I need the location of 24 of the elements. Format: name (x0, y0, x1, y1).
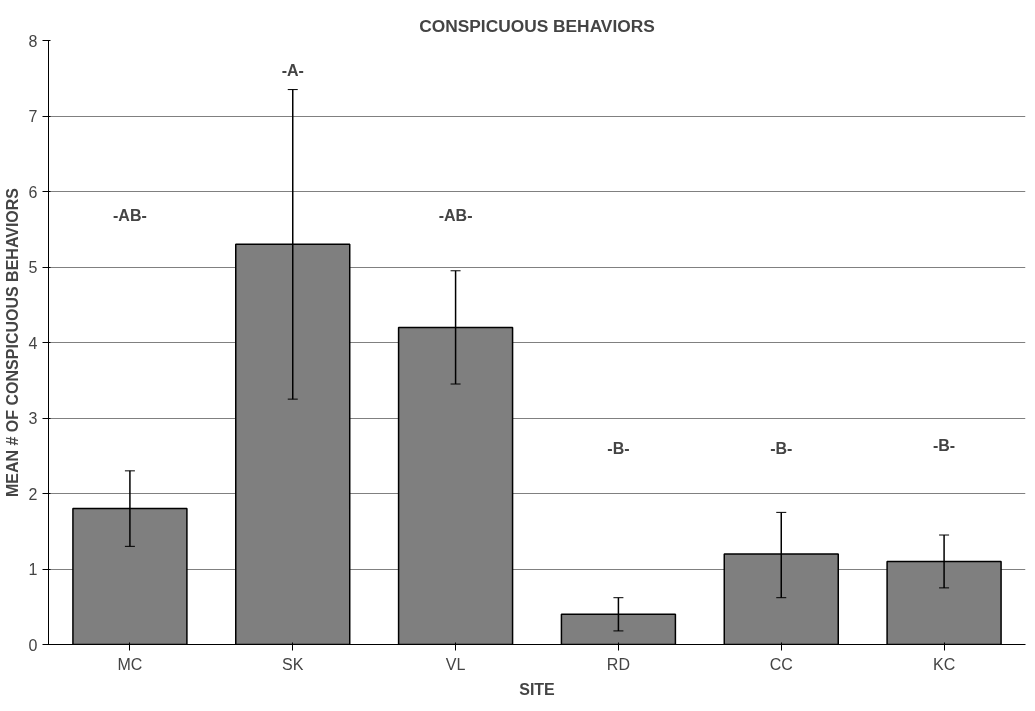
y-tick-label: 8 (28, 32, 38, 50)
x-tick-label: SK (282, 655, 304, 673)
y-tick-label: 6 (28, 183, 38, 201)
annotation: -B- (607, 439, 630, 457)
annotation: -A- (281, 62, 304, 80)
annotation: -B- (770, 439, 793, 457)
x-tick-label: RD (606, 655, 630, 673)
x-tick-label: MC (117, 655, 143, 673)
y-tick-label: 3 (28, 410, 38, 427)
y-tick-label: 0 (28, 636, 38, 654)
y-tick-label: 5 (28, 259, 38, 276)
annotation: -B- (932, 436, 956, 454)
annotation: -AB- (113, 207, 147, 225)
y-tick-label: 4 (28, 334, 38, 352)
y-tick-label: 1 (28, 561, 38, 578)
x-axis-title: SITE (519, 680, 556, 698)
y-tick-label: 2 (28, 485, 38, 503)
x-tick-label: KC (932, 655, 956, 673)
annotation: -AB- (438, 207, 473, 225)
x-tick-label: VL (445, 655, 466, 673)
y-axis-title: MEAN # OF CONSPICUOUS BEHAVIORS (3, 187, 21, 498)
chart-title: CONSPICUOUS BEHAVIORS (419, 15, 655, 36)
y-tick-label: 7 (28, 108, 38, 125)
x-tick-label: CC (769, 655, 793, 673)
